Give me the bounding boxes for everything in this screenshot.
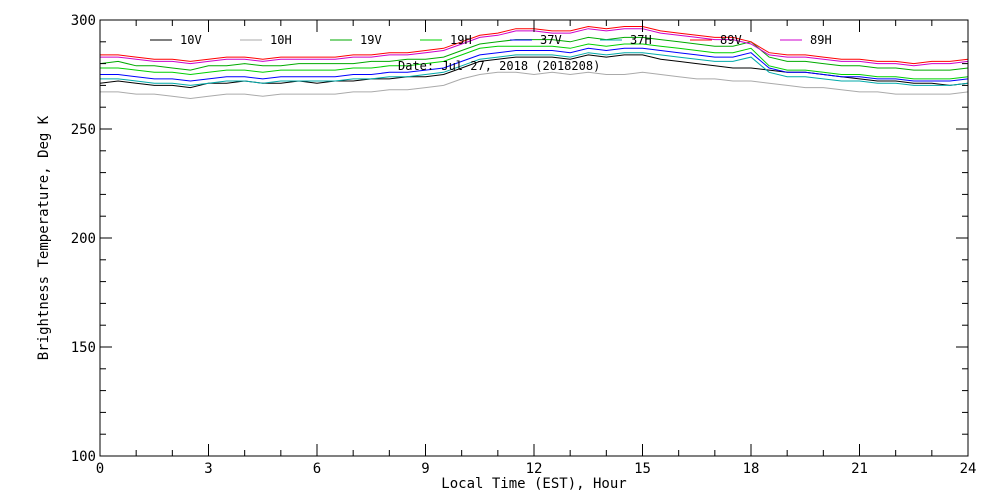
x-tick-label: 3 — [204, 461, 212, 477]
series-line-10h — [100, 71, 969, 100]
x-tick-label: 0 — [96, 461, 104, 477]
ticks-layer: 0 3 6 9 12 15 18 21 24 100 150 200 250 300 — [71, 13, 977, 477]
y-tick-label: 200 — [71, 231, 96, 247]
x-tick-label: 21 — [851, 461, 868, 477]
y-axis-label: Brightness Temperature, Deg K — [36, 115, 52, 360]
x-tick-label: 18 — [743, 461, 760, 477]
legend: 10V 10H 19V 19H 37V 37H 89V 89H — [150, 33, 832, 47]
series-line-19h — [100, 43, 969, 80]
series-line-37v — [100, 47, 969, 82]
series-layer — [99, 25, 969, 100]
x-axis-label: Local Time (EST), Hour — [441, 476, 626, 492]
legend-label-89v: 89V — [720, 33, 742, 47]
x-tick-label: 15 — [634, 461, 651, 477]
x-tick-label: 12 — [526, 461, 543, 477]
legend-label-19h: 19H — [450, 33, 472, 47]
series-line-19v — [99, 36, 969, 71]
y-tick-label: 250 — [71, 122, 96, 138]
y-tick-label: 100 — [71, 449, 96, 465]
x-tick-label: 9 — [421, 461, 429, 477]
series-line-37h — [100, 52, 969, 86]
y-tick-label: 150 — [71, 340, 96, 356]
y-tick-label: 300 — [71, 13, 96, 29]
x-tick-label: 6 — [313, 461, 321, 477]
legend-label-19v: 19V — [360, 33, 382, 47]
x-tick-label: 24 — [960, 461, 977, 477]
legend-label-89h: 89H — [810, 33, 832, 47]
legend-label-37h: 37H — [630, 33, 652, 47]
legend-label-37v: 37V — [540, 33, 562, 47]
legend-label-10h: 10H — [270, 33, 292, 47]
date-annotation: Date: Jul 27, 2018 (2018208) — [398, 59, 600, 73]
legend-label-10v: 10V — [180, 33, 202, 47]
